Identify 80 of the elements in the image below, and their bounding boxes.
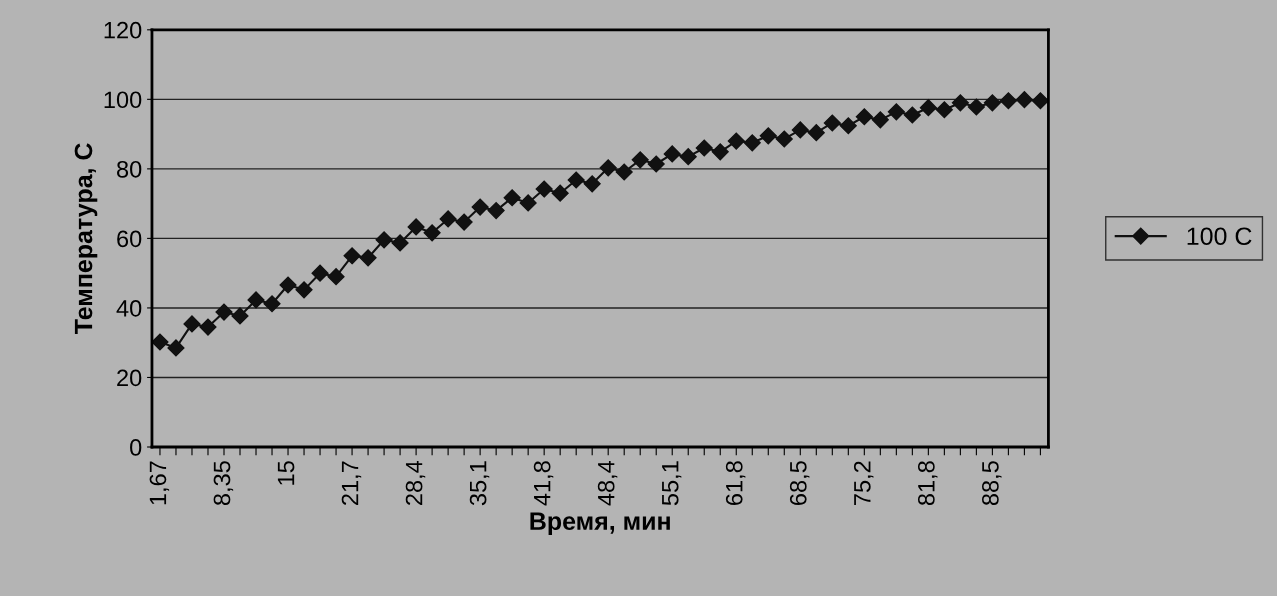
point <box>231 307 249 325</box>
x-tick-label: 75,2 <box>853 461 874 505</box>
x-tick-label: 48,4 <box>597 460 618 506</box>
point <box>471 198 489 216</box>
x-axis-title: Время, мин <box>530 512 670 535</box>
point <box>279 276 297 294</box>
x-tick-label: 15 <box>277 461 295 485</box>
point <box>391 234 409 252</box>
point <box>631 151 649 169</box>
point <box>375 231 393 249</box>
point <box>1031 92 1049 110</box>
y-tick-label: 0 <box>130 439 142 456</box>
point <box>839 117 857 135</box>
point <box>199 318 217 336</box>
point <box>903 106 921 124</box>
point <box>919 99 937 117</box>
point <box>935 101 953 119</box>
x-tick-label: 68,5 <box>789 461 810 505</box>
point <box>855 108 873 126</box>
point <box>679 148 697 166</box>
point <box>343 247 361 265</box>
point <box>951 94 969 112</box>
point <box>519 194 537 212</box>
point <box>295 281 313 299</box>
y-tick-label: 40 <box>116 300 142 317</box>
x-tick-label: 8,35 <box>213 461 234 506</box>
point <box>151 333 169 351</box>
point <box>775 130 793 148</box>
x-tick-label: 88,5 <box>982 461 1002 506</box>
point <box>967 98 985 116</box>
point <box>887 103 905 121</box>
x-tick-label: 81,8 <box>917 461 938 506</box>
point <box>983 94 1001 112</box>
point <box>727 132 745 150</box>
point <box>695 139 713 157</box>
point <box>487 202 505 220</box>
point <box>647 155 665 173</box>
point <box>423 224 441 242</box>
point <box>359 249 377 267</box>
point <box>567 171 585 189</box>
point <box>215 303 233 321</box>
point <box>663 145 681 163</box>
point <box>167 339 185 357</box>
x-tick-label: 55,1 <box>662 461 682 506</box>
point <box>439 210 457 228</box>
point <box>551 184 569 202</box>
point <box>807 124 825 142</box>
point <box>615 163 633 181</box>
point <box>871 111 889 129</box>
y-axis-title: Температура, С <box>74 143 98 335</box>
point <box>759 127 777 145</box>
point <box>711 143 729 161</box>
x-tick-label: 28,4 <box>405 460 426 505</box>
y-tick-label: 120 <box>104 21 142 39</box>
point <box>407 218 425 236</box>
point <box>311 264 329 282</box>
point <box>1015 91 1033 109</box>
x-tick-label: 41,8 <box>533 461 554 506</box>
y-tick-label: 100 <box>104 91 142 109</box>
point <box>535 180 553 198</box>
point <box>823 114 841 132</box>
legend-label: 100 C <box>1187 227 1252 246</box>
y-tick-label: 80 <box>117 160 142 178</box>
point <box>455 213 473 231</box>
point <box>583 175 601 193</box>
point <box>327 268 345 286</box>
point <box>791 121 809 139</box>
point <box>263 295 281 313</box>
point <box>247 291 265 309</box>
point <box>599 159 617 177</box>
y-tick-label: 20 <box>117 369 142 387</box>
point <box>183 315 201 333</box>
x-tick-label: 35,1 <box>469 461 490 506</box>
point <box>743 134 761 152</box>
x-tick-label: 1,67 <box>149 461 170 505</box>
y-tick-label: 60 <box>117 230 142 248</box>
x-tick-label: 61,8 <box>725 461 746 505</box>
point <box>999 92 1017 110</box>
point <box>503 189 521 207</box>
x-tick-label: 21,7 <box>341 461 362 505</box>
